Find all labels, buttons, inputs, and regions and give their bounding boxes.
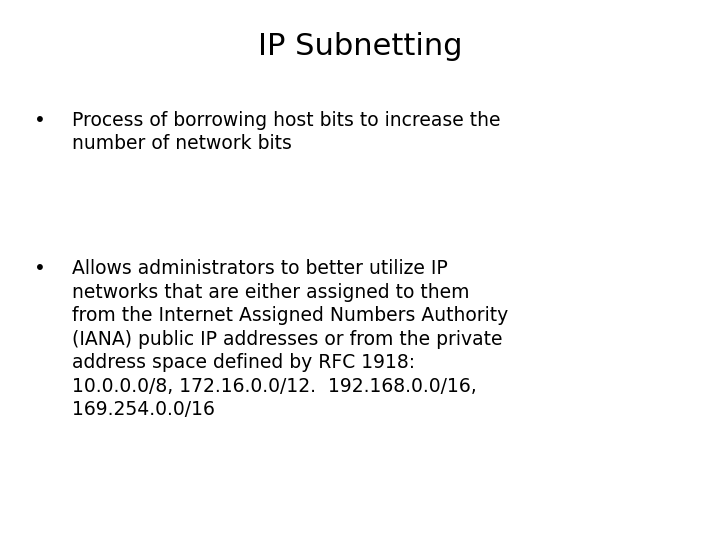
Text: IP Subnetting: IP Subnetting [258, 32, 462, 62]
Text: Process of borrowing host bits to increase the
number of network bits: Process of borrowing host bits to increa… [72, 111, 500, 153]
Text: •: • [34, 111, 45, 130]
Text: Allows administrators to better utilize IP
networks that are either assigned to : Allows administrators to better utilize … [72, 259, 508, 419]
Text: •: • [34, 259, 45, 278]
